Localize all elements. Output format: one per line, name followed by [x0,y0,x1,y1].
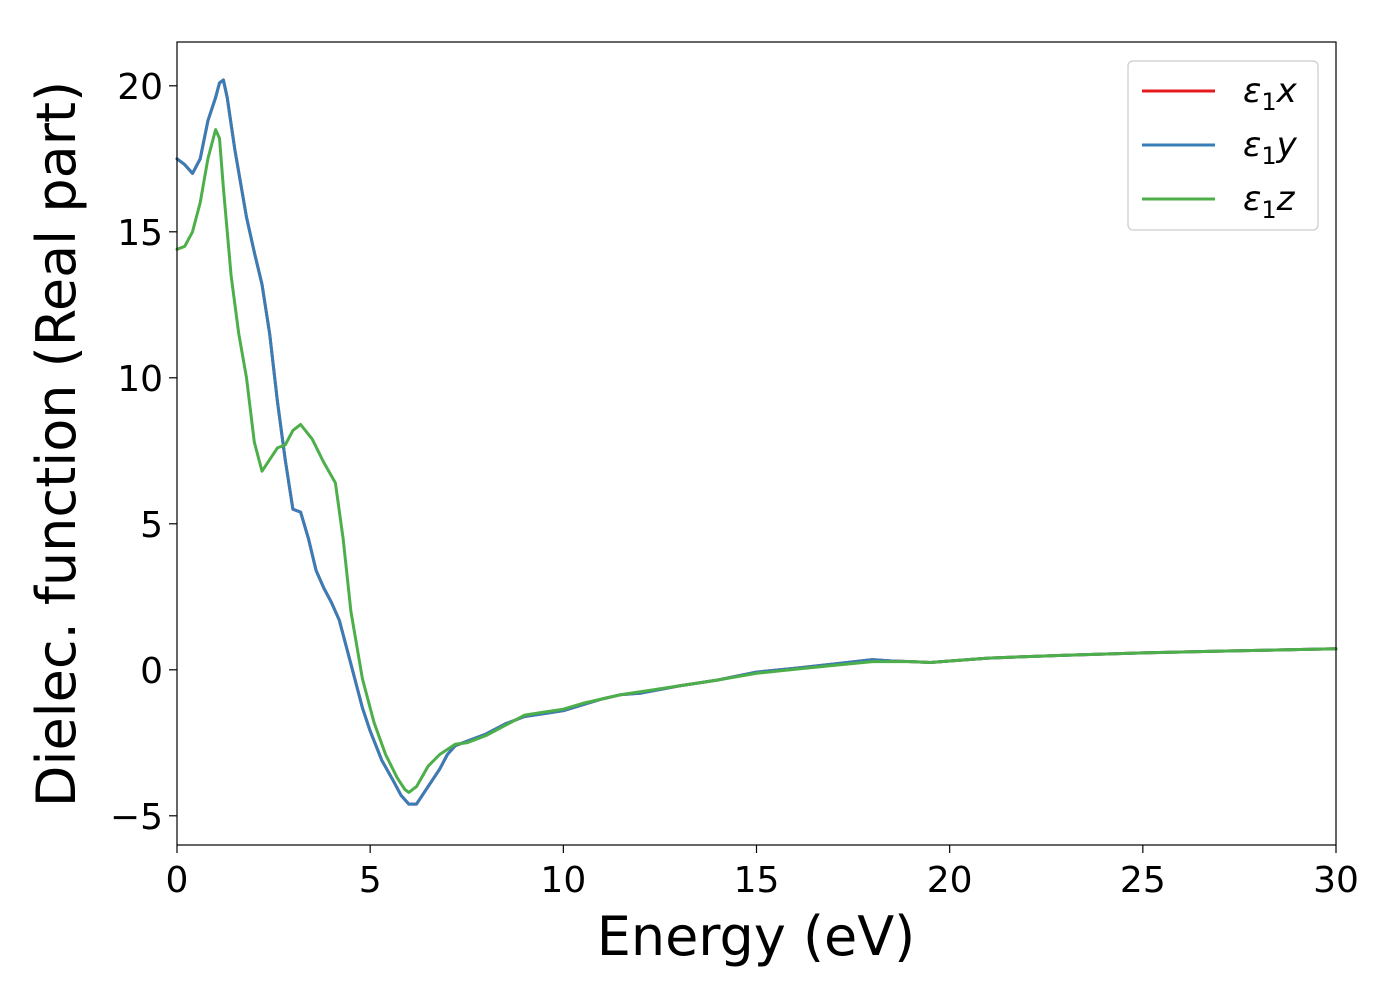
x-tick-label: 0 [166,860,189,901]
y-tick-label: 15 [117,213,163,254]
x-axis-ticks: 0 5 10 15 20 25 30 [166,845,1359,901]
y-axis-ticks: −5 0 5 10 15 20 [110,67,177,838]
legend-label-y: ε1y [1243,125,1298,170]
y-tick-label: 10 [117,359,163,400]
y-tick-label: −5 [110,797,163,838]
legend-label-z: ε1z [1243,179,1296,224]
y-tick-label: 5 [140,505,163,546]
y-tick-label: 0 [140,651,163,692]
x-tick-label: 10 [540,860,586,901]
x-tick-label: 5 [359,860,382,901]
legend-label-x: ε1x [1243,71,1298,116]
legend-box [1127,60,1319,231]
x-tick-label: 15 [734,860,780,901]
y-axis-label: Dielec. function (Real part) [25,81,88,807]
legend: ε1x ε1y ε1z [1127,60,1319,231]
x-tick-label: 20 [927,860,973,901]
series-line-z [175,128,1338,794]
x-tick-label: 25 [1120,860,1166,901]
y-tick-label: 20 [117,67,163,108]
x-axis-label: Energy (eV) [597,905,916,968]
plot-lines [175,78,1338,806]
x-tick-label: 30 [1313,860,1359,901]
